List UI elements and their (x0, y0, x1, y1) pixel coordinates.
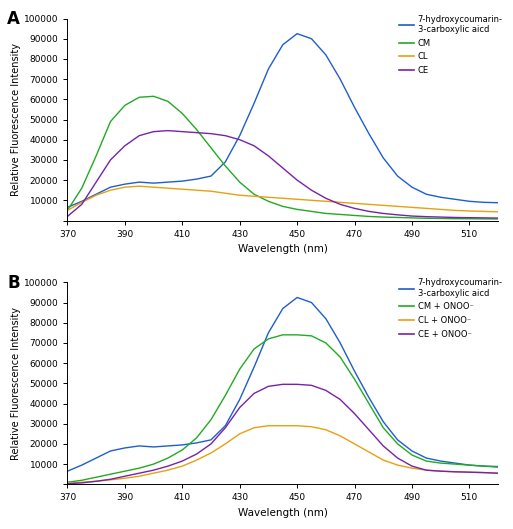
Text: A: A (7, 11, 20, 29)
X-axis label: Wavelength (nm): Wavelength (nm) (238, 244, 328, 254)
Y-axis label: Relative Fluorescence Intensity: Relative Fluorescence Intensity (11, 43, 21, 196)
X-axis label: Wavelength (nm): Wavelength (nm) (238, 508, 328, 518)
Text: B: B (7, 274, 19, 292)
Legend: 7-hydroxycoumarin-
3-carboxylic aicd, CM, CL, CE: 7-hydroxycoumarin- 3-carboxylic aicd, CM… (399, 15, 503, 75)
Y-axis label: Relative Fluorescence Intensity: Relative Fluorescence Intensity (11, 307, 21, 460)
Legend: 7-hydroxycoumarin-
3-carboxylic aicd, CM + ONOO⁻, CL + ONOO⁻, CE + ONOO⁻: 7-hydroxycoumarin- 3-carboxylic aicd, CM… (399, 278, 503, 339)
